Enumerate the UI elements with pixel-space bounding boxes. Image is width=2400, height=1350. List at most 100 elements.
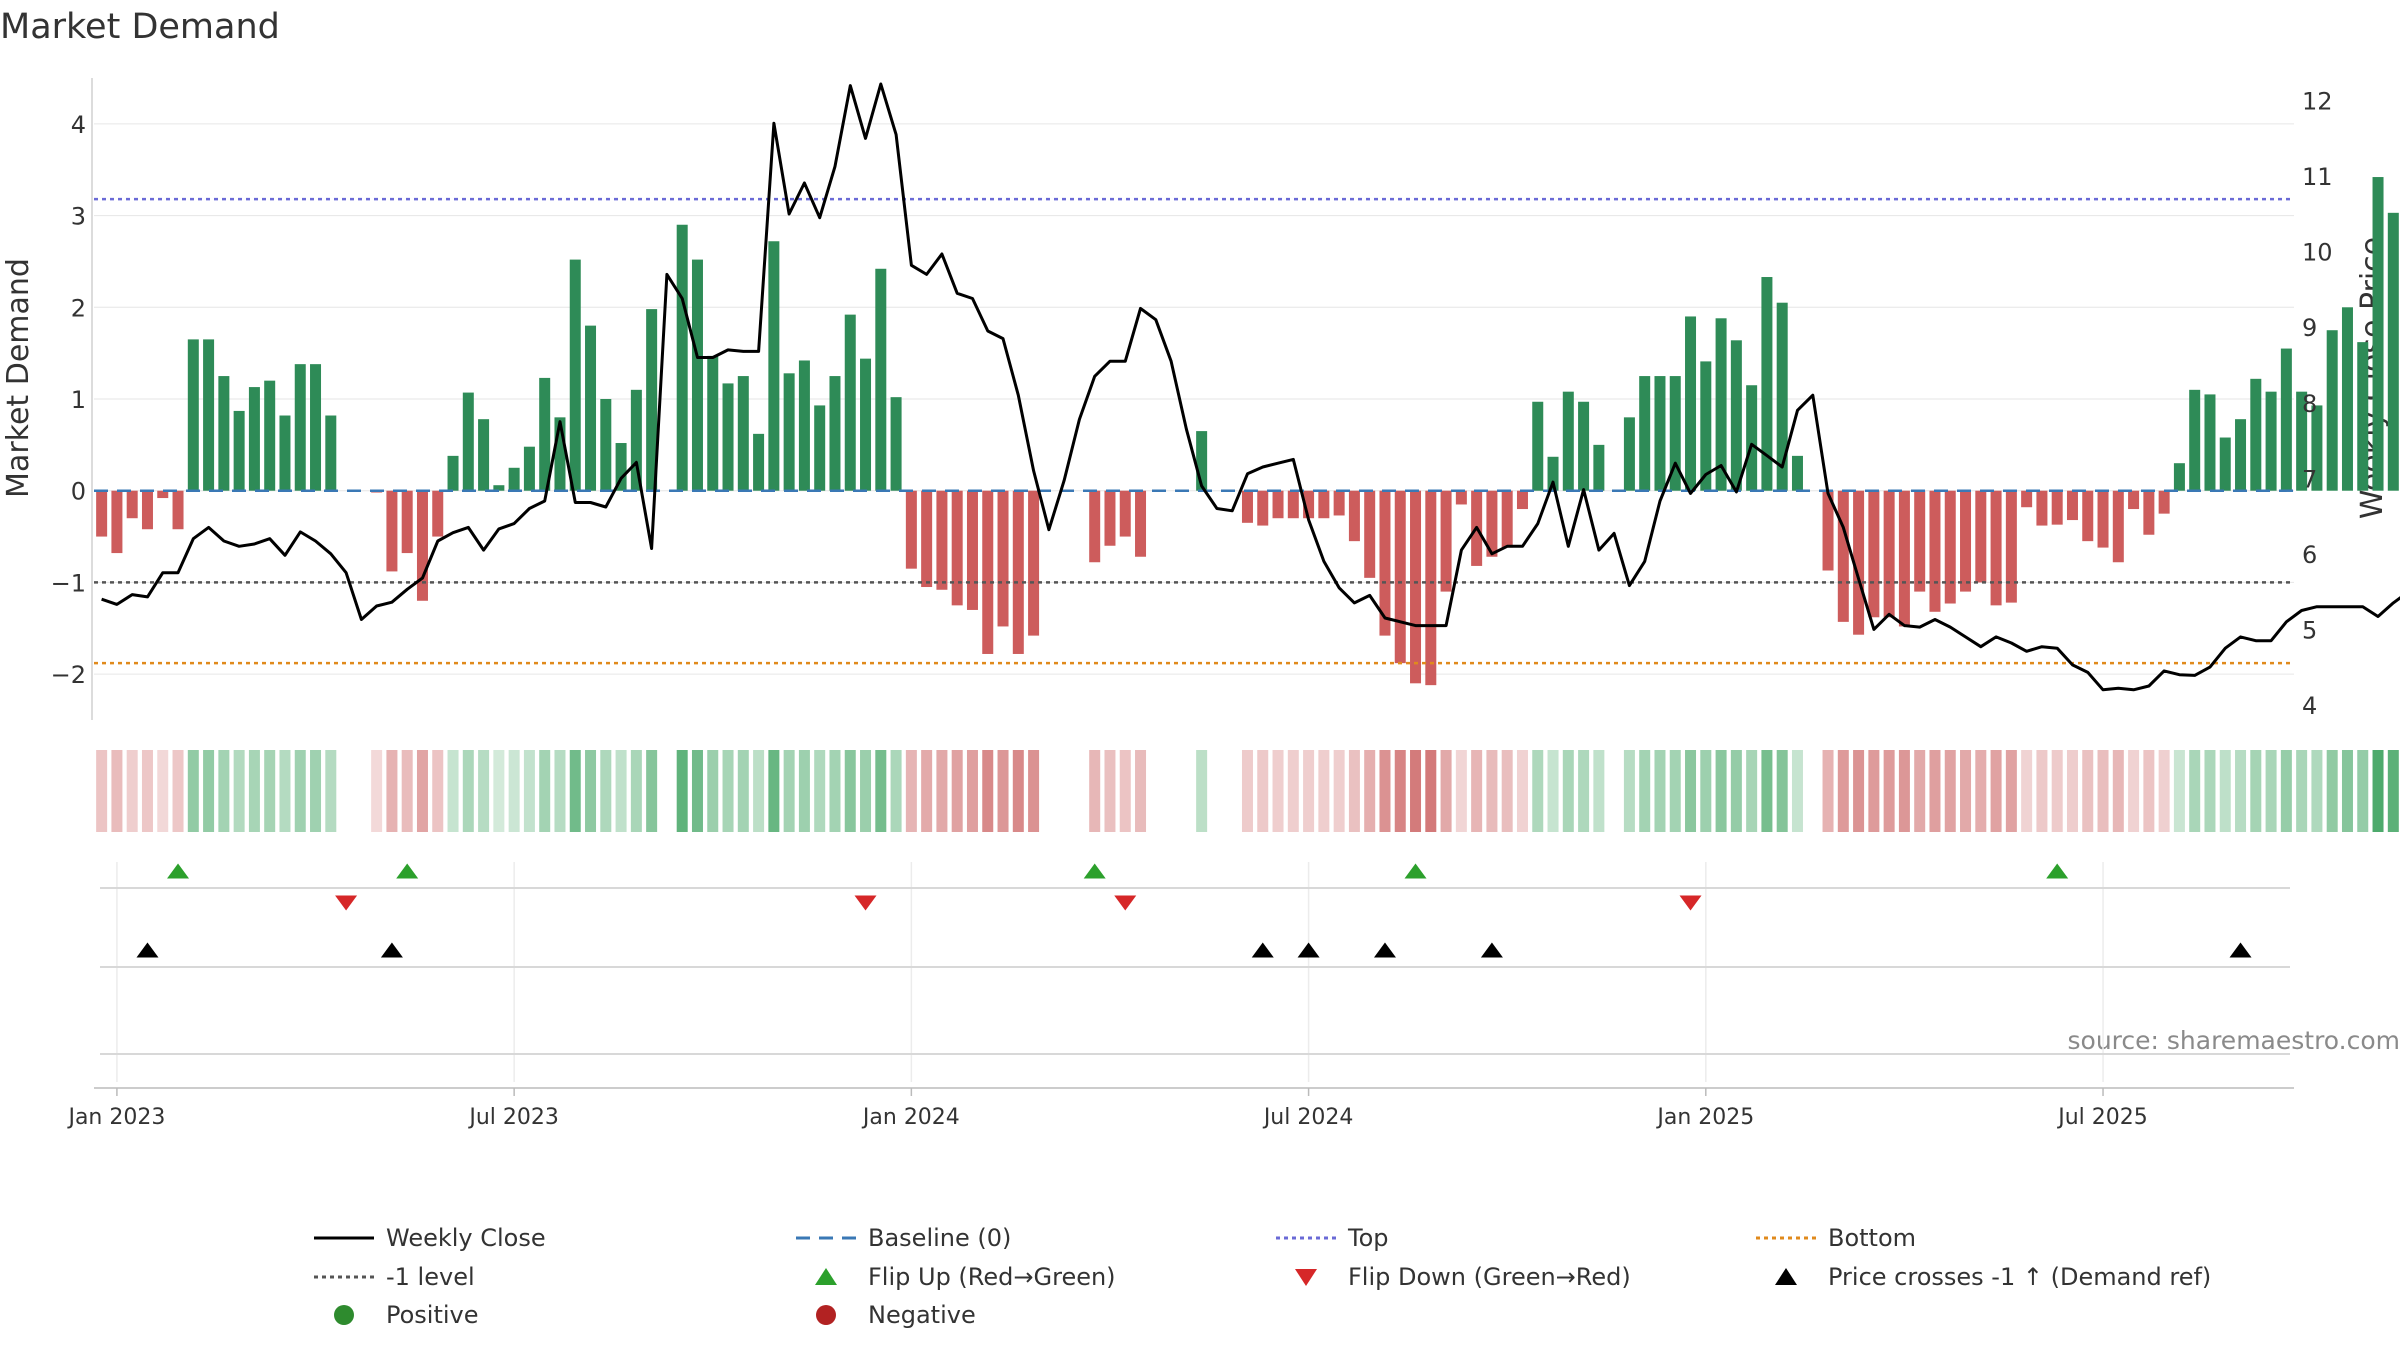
heat-cell-140	[2235, 750, 2247, 832]
demand-bar-54	[921, 490, 933, 588]
y-right-tick-label-8: 12	[2302, 88, 2333, 116]
demand-bar-89	[1455, 490, 1467, 505]
heat-cell-85	[1394, 750, 1406, 832]
demand-bar-111	[1791, 455, 1803, 491]
heat-cell-91	[1486, 750, 1498, 832]
demand-bar-5	[172, 490, 184, 530]
heat-cell-66	[1104, 750, 1116, 832]
demand-bar-68	[1135, 490, 1147, 557]
heat-cell-132	[2112, 750, 2124, 832]
y-tick-label-1: −1	[51, 569, 86, 597]
demand-bar-94	[1532, 401, 1544, 491]
heat-cell-146	[2326, 750, 2338, 832]
flip-up-marker-1	[396, 863, 419, 879]
heat-cell-65	[1089, 750, 1101, 832]
demand-bar-47	[814, 405, 826, 491]
demand-bar-41	[722, 383, 734, 491]
demand-bar-118	[1898, 490, 1910, 627]
heat-cell-105	[1700, 750, 1712, 832]
demand-bar-86	[1410, 490, 1422, 684]
y-axis-label-left: Market Demand	[1, 258, 36, 498]
heat-cell-2	[126, 750, 138, 832]
demand-bar-39	[691, 259, 703, 491]
demand-bar-67	[1119, 490, 1131, 537]
heat-cell-59	[997, 750, 1009, 832]
heat-cell-125	[2005, 750, 2017, 832]
demand-bar-52	[890, 397, 902, 491]
heat-cell-129	[2066, 750, 2078, 832]
heat-cell-97	[1578, 750, 1590, 832]
demand-bar-34	[615, 443, 627, 491]
demand-bar-143	[2280, 348, 2292, 491]
demand-bar-46	[798, 360, 810, 491]
demand-bar-45	[783, 373, 795, 491]
heat-cell-131	[2097, 750, 2109, 832]
legend-label-5: Flip Up (Red→Green)	[868, 1263, 1116, 1291]
heat-cell-48	[829, 750, 841, 832]
flip-down-marker-1	[854, 895, 877, 911]
heat-cell-27	[508, 750, 520, 832]
legend-label-8: Positive	[386, 1301, 479, 1329]
heat-cell-80	[1318, 750, 1330, 832]
demand-bar-66	[1104, 490, 1116, 546]
demand-bar-142	[2265, 391, 2277, 491]
demand-bar-21	[416, 490, 428, 601]
heat-cell-119	[1914, 750, 1926, 832]
legend-label-0: Weekly Close	[386, 1224, 546, 1252]
demand-bar-40	[707, 355, 719, 491]
heat-cell-110	[1776, 750, 1788, 832]
heat-cell-133	[2128, 750, 2140, 832]
demand-bar-141	[2250, 378, 2262, 491]
demand-bar-135	[2158, 490, 2170, 514]
demand-bar-95	[1547, 456, 1559, 491]
demand-bar-35	[630, 389, 642, 491]
x-tick-label-3: Jul 2024	[1262, 1105, 1354, 1130]
price-cross-marker-0	[136, 942, 159, 958]
heat-cell-18	[371, 750, 383, 832]
demand-bar-82	[1348, 490, 1360, 542]
heat-cell-88	[1440, 750, 1452, 832]
legend-label-4: -1 level	[386, 1263, 475, 1291]
x-tick-label-4: Jan 2025	[1655, 1105, 1754, 1130]
heat-cell-148	[2357, 750, 2369, 832]
heat-cell-94	[1532, 750, 1544, 832]
demand-bar-97	[1578, 401, 1590, 491]
demand-bar-13	[294, 364, 306, 491]
heat-cell-3	[141, 750, 153, 832]
demand-bar-0	[96, 490, 108, 537]
demand-heat-strip	[96, 750, 2399, 832]
heat-cell-120	[1929, 750, 1941, 832]
heat-cell-1	[111, 750, 123, 832]
y-right-tick-label-3: 7	[2302, 465, 2317, 493]
heat-cell-102	[1654, 750, 1666, 832]
heat-cell-6	[187, 750, 199, 832]
flip-up-marker-0	[167, 863, 190, 879]
demand-bar-75	[1241, 490, 1253, 523]
demand-bar-77	[1272, 490, 1284, 519]
y-right-tick-label-4: 8	[2302, 390, 2317, 418]
heat-cell-20	[401, 750, 413, 832]
demand-bar-1	[111, 490, 123, 554]
demand-bar-38	[676, 224, 688, 491]
demand-bar-132	[2112, 490, 2124, 563]
heat-cell-117	[1883, 750, 1895, 832]
demand-bar-10	[248, 387, 260, 491]
heat-cell-28	[523, 750, 535, 832]
heat-cell-127	[2036, 750, 2048, 832]
heat-cell-107	[1730, 750, 1742, 832]
demand-bar-128	[2051, 490, 2063, 525]
y-right-tick-label-6: 10	[2302, 239, 2333, 267]
heat-cell-41	[722, 750, 734, 832]
heat-cell-114	[1837, 750, 1849, 832]
x-tick-label-2: Jan 2024	[861, 1105, 960, 1130]
heat-cell-123	[1975, 750, 1987, 832]
demand-bar-29	[539, 377, 551, 491]
heat-cell-61	[1028, 750, 1040, 832]
heat-cell-116	[1868, 750, 1880, 832]
heat-cell-143	[2280, 750, 2292, 832]
demand-bar-127	[2036, 490, 2048, 526]
heat-cell-24	[462, 750, 474, 832]
heat-cell-96	[1562, 750, 1574, 832]
demand-bar-4	[157, 490, 169, 499]
